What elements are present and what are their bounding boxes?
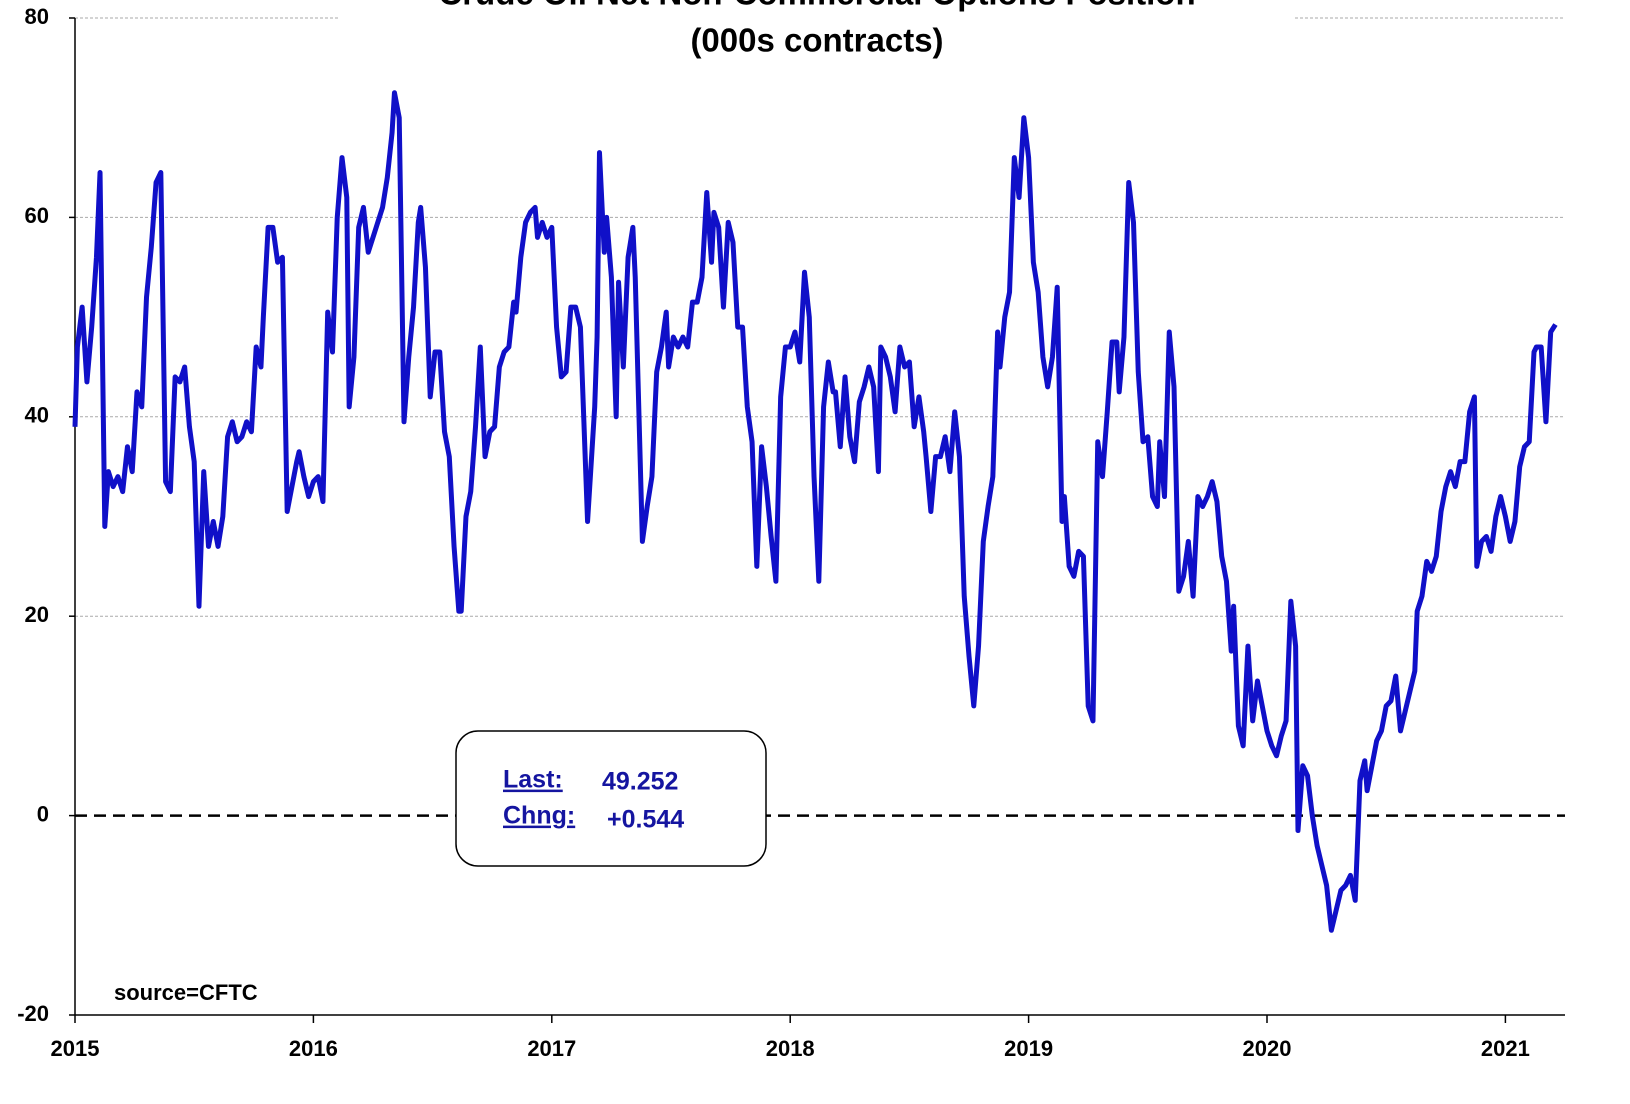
x-tick-label: 2020: [1243, 1036, 1292, 1061]
x-tick-label: 2019: [1004, 1036, 1053, 1061]
y-tick-label: 0: [37, 801, 49, 826]
x-tick-label: 2015: [51, 1036, 100, 1061]
last-value: 49.252: [602, 768, 678, 796]
data-line: [72, 90, 1558, 933]
y-tick-label: 60: [25, 203, 49, 228]
change-label: Chng:: [503, 802, 575, 830]
x-tick-label: 2017: [527, 1036, 576, 1061]
x-tick-label: 2018: [766, 1036, 815, 1061]
y-tick-label: -20: [17, 1001, 49, 1026]
change-value: +0.544: [607, 806, 684, 834]
x-tick-label: 2016: [289, 1036, 338, 1061]
y-tick-label: 20: [25, 602, 49, 627]
chart-subtitle: (000s contracts): [690, 22, 943, 59]
source-note: source=CFTC: [114, 980, 258, 1005]
title-background: [340, 0, 1295, 70]
annotation-box: [455, 730, 767, 867]
y-tick-label: 80: [25, 4, 49, 29]
last-label: Last:: [503, 766, 563, 794]
chart-title: Crude Oil Net Non-Commercial Options Pos…: [438, 0, 1195, 12]
x-tick-label: 2021: [1481, 1036, 1530, 1061]
y-tick-label: 40: [25, 403, 49, 428]
